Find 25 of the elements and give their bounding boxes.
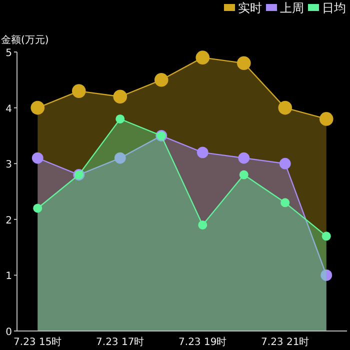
- y-axis-title: 金额(万元): [1, 34, 49, 46]
- point: [32, 152, 44, 164]
- y-tick-label: 2: [6, 215, 12, 226]
- x-tick-label: 7.23 15时: [14, 336, 62, 348]
- point: [239, 170, 248, 180]
- legend-label: 上周: [280, 1, 304, 15]
- point: [279, 158, 291, 170]
- x-tick-label: 7.23 17时: [96, 336, 144, 348]
- x-tick-label: 7.23 21时: [261, 336, 310, 348]
- point: [238, 152, 250, 164]
- y-tick-label: 4: [6, 104, 12, 115]
- y-tick-label: 5: [6, 48, 12, 59]
- point: [114, 152, 126, 164]
- point: [196, 146, 208, 158]
- point: [320, 270, 332, 281]
- y-tick-label: 1: [6, 271, 12, 282]
- y-tick-label: 0: [6, 327, 12, 338]
- point: [280, 198, 290, 208]
- legend-label: 实时: [238, 1, 262, 15]
- legend-label: 日均: [322, 1, 346, 15]
- point: [322, 232, 331, 241]
- point: [198, 220, 208, 230]
- y-tick-label: 3: [6, 160, 12, 171]
- x-tick-label: 7.23 19时: [178, 336, 227, 348]
- point: [33, 204, 42, 213]
